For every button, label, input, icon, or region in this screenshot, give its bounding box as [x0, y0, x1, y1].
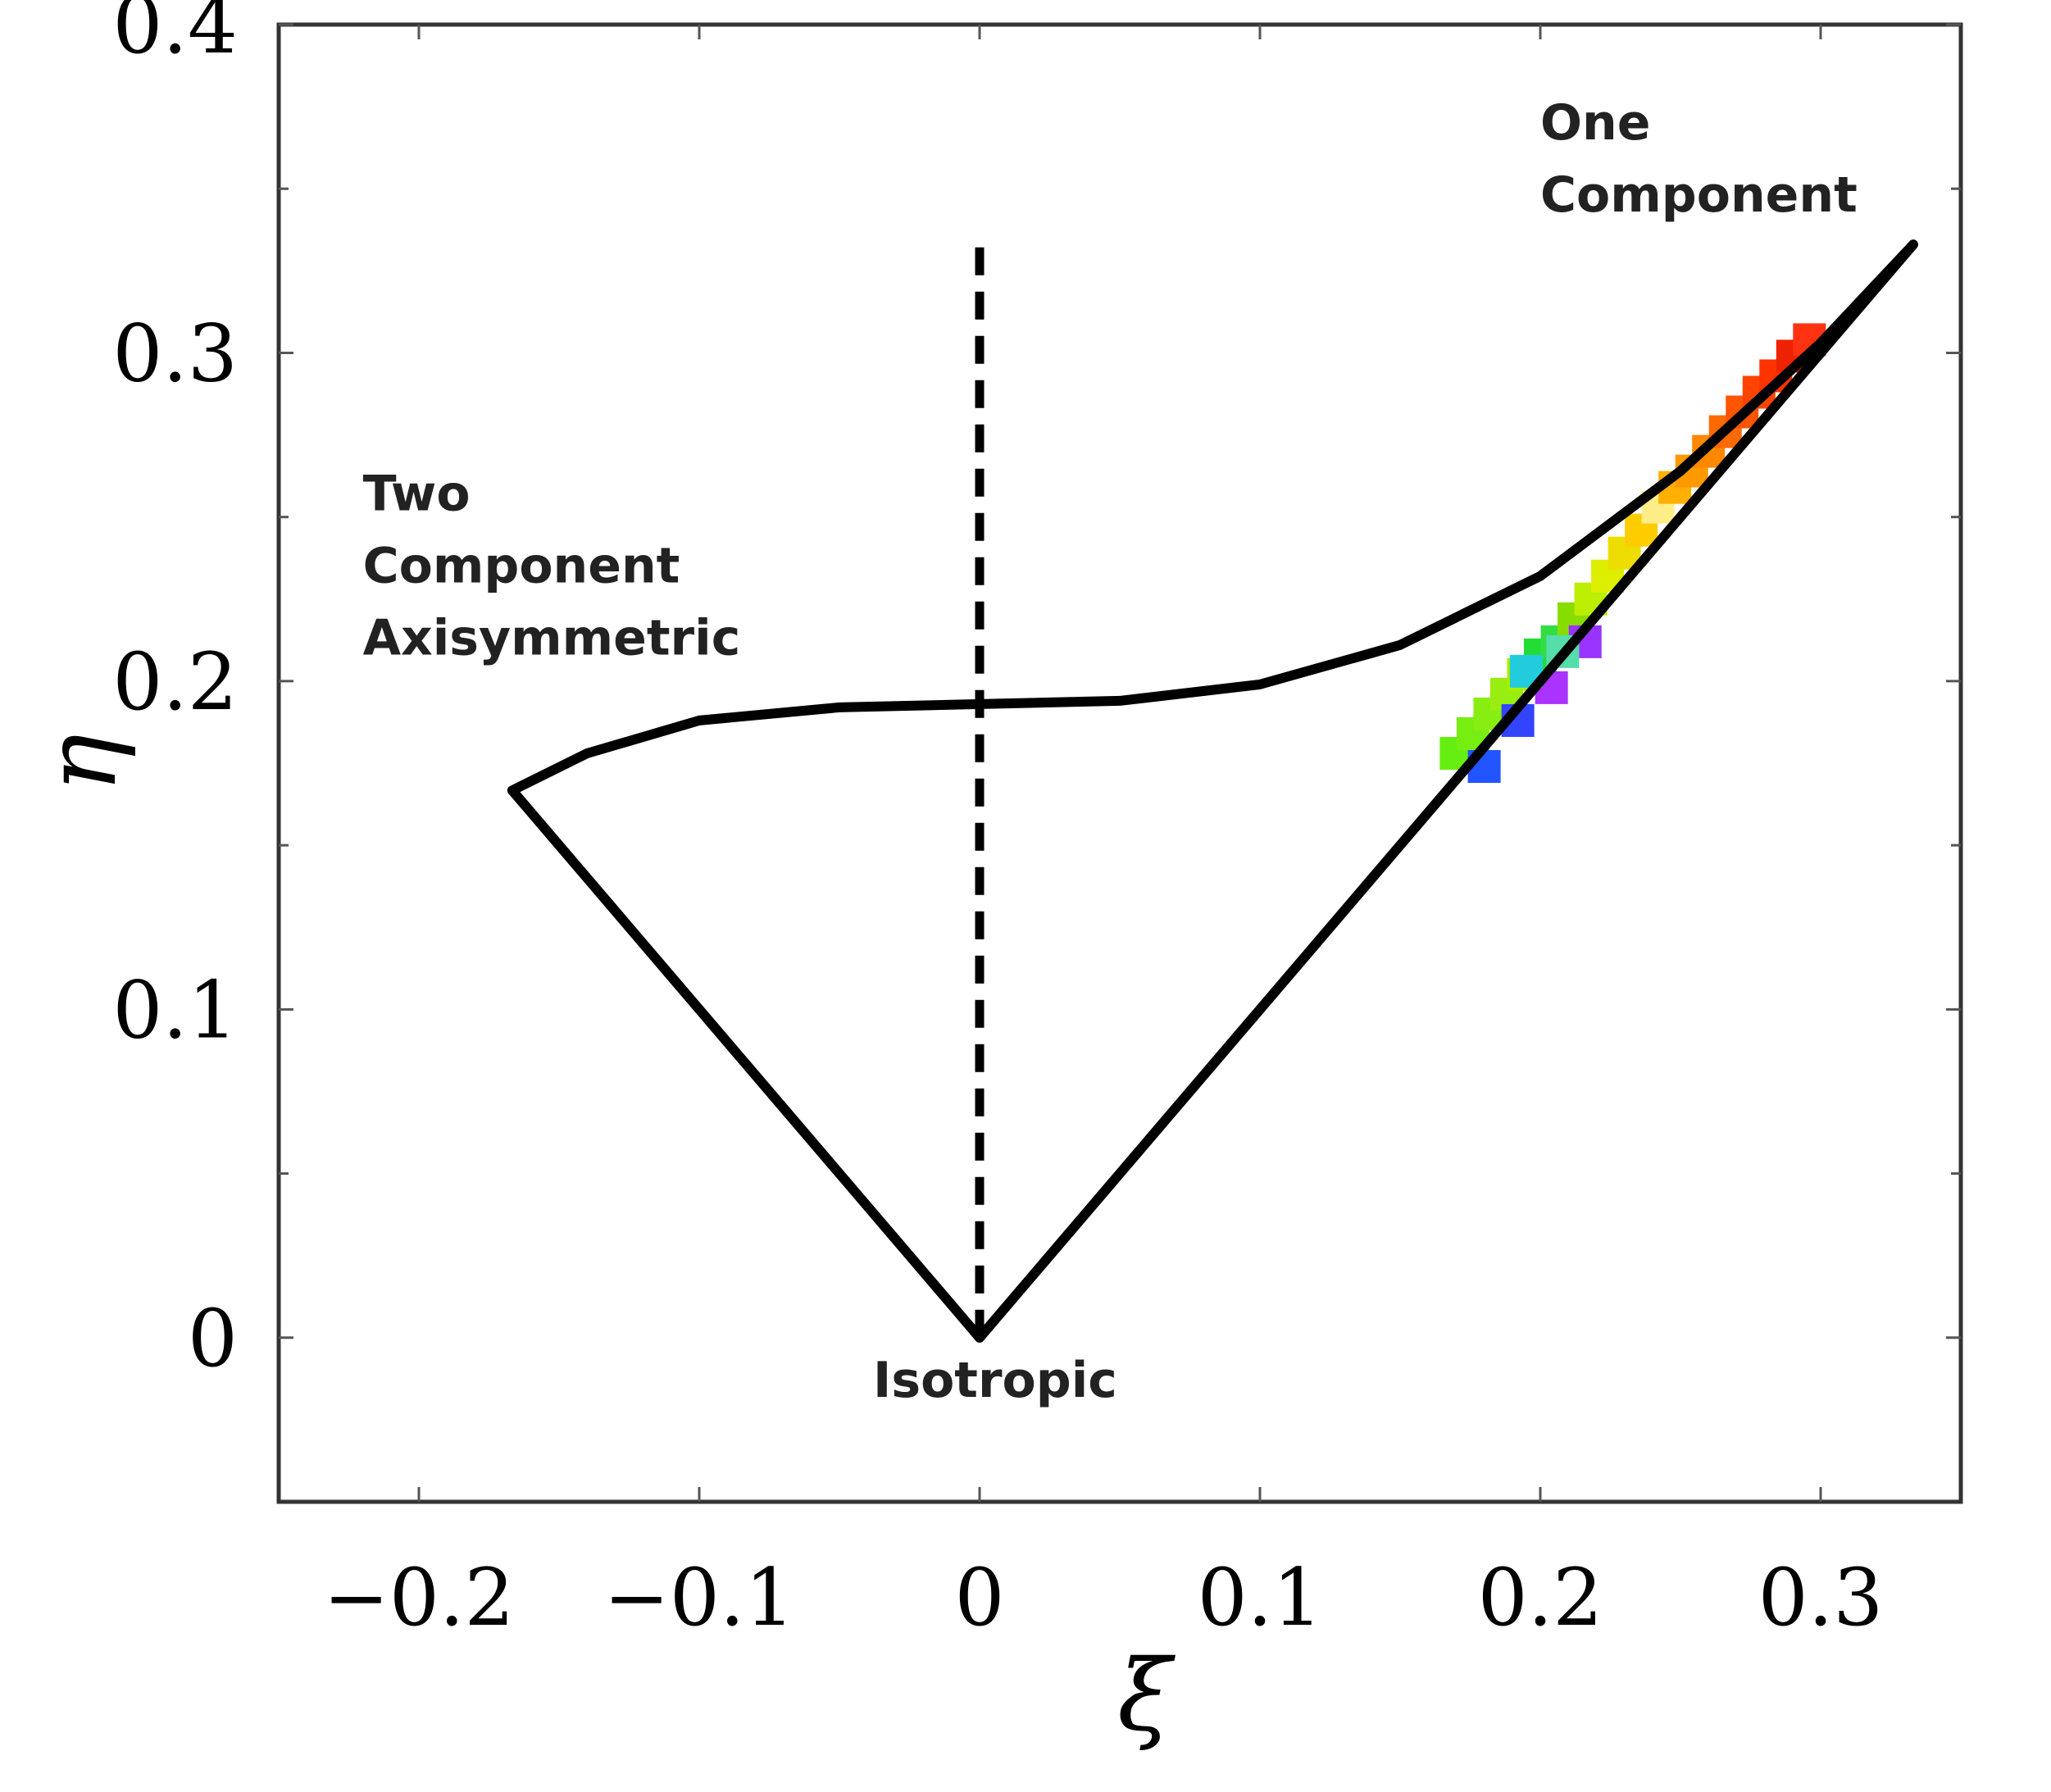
y-tick-label: 0.2	[112, 636, 238, 728]
y-tick-label: 0.3	[112, 307, 238, 399]
annotation-line: Two	[363, 466, 471, 523]
y-tick-label: 0.1	[112, 964, 238, 1056]
upper-boundary-line	[507, 239, 1918, 796]
y-tick-label: 0	[188, 1293, 238, 1385]
x-tick-label: 0.2	[1478, 1552, 1603, 1644]
annotation-line: Component	[363, 538, 680, 595]
x-tick-label: −0.2	[323, 1552, 514, 1644]
y-tick-label: 0.4	[112, 0, 238, 71]
annotation-line: Component	[1540, 166, 1858, 224]
x-tick-label: 0.1	[1198, 1552, 1323, 1644]
x-tick-label: 0	[954, 1552, 1004, 1644]
x-tick-label: −0.1	[603, 1552, 794, 1644]
y-axis-label: η	[25, 734, 139, 793]
plot-frame	[276, 22, 1963, 1504]
annotation-label: Two Component Axisymmetric	[363, 466, 741, 667]
x-axis-label: ξ	[1117, 1640, 1176, 1753]
annotation-label: Isotropic	[873, 1352, 1117, 1409]
annotation-line: One	[1540, 94, 1650, 152]
annotation-label: One Component	[1540, 94, 1858, 224]
annotation-line: Isotropic	[873, 1352, 1117, 1409]
annotation-line: Axisymmetric	[363, 610, 741, 667]
right-boundary-line	[975, 239, 1918, 1343]
left-boundary-line	[507, 785, 985, 1343]
x-tick-label: 0.3	[1758, 1552, 1884, 1644]
